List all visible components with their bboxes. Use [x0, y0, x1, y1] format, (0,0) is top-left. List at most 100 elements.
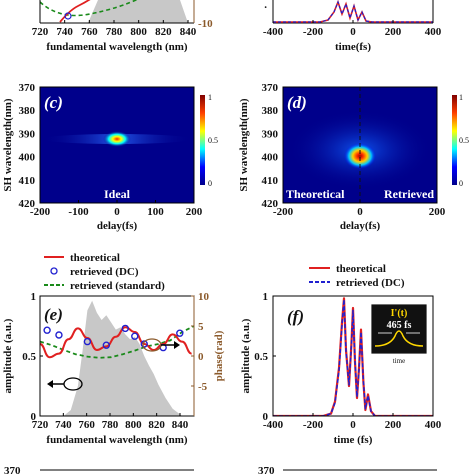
panel-d-colorbar	[452, 95, 457, 185]
panel-e-standard-line	[40, 325, 194, 359]
panel-c-xlabel: delay(fs)	[97, 220, 138, 232]
panel-c-ylabel: SH wavelength(nm)	[2, 98, 14, 192]
panel-c-ytick-1: 380	[19, 105, 36, 117]
panel-f-xtick-4: 400	[425, 419, 442, 431]
bottom-right-tick: 370	[258, 465, 275, 474]
panel-f-ytick-2: 1	[263, 291, 269, 303]
panel-f-legend: theoretical retrieved (DC)	[309, 263, 405, 289]
panel-b-xtick-0: -400	[263, 26, 284, 38]
panel-b-pulse-curve	[273, 0, 433, 23]
panel-f-retrieved-dc-line	[273, 298, 433, 416]
panel-c-xtick-0: -200	[30, 206, 51, 218]
panel-b-xtick-2: 0	[350, 26, 356, 38]
panel-d-xtick-0: -200	[273, 206, 294, 218]
panel-c-cb-min: 0	[208, 179, 212, 188]
panel-c-yticks: 370 380 390 400 410 420	[19, 82, 36, 210]
panel-d-caption-left: Theoretical	[286, 187, 345, 201]
panel-a-retrieved-point	[64, 12, 72, 20]
panel-c-colorbar	[200, 95, 205, 185]
panel-e-left-axis-arrow	[47, 377, 83, 391]
panel-d-ytick-5: 420	[262, 198, 279, 210]
panel-e-xtick-6: 840	[172, 419, 189, 431]
bottom-panels: 370 370	[4, 465, 437, 474]
panel-d-xtick-1: 0	[357, 206, 363, 218]
panel-d-cb-mid: 0.5	[459, 136, 469, 145]
panel-b-xlabel: time(fs)	[335, 41, 371, 53]
panel-d-ytick-2: 390	[262, 128, 279, 140]
panel-e-xtick-1: 740	[55, 419, 72, 431]
panel-c-xtick-1: -100	[68, 206, 89, 218]
panel-e-xtick-0: 720	[32, 419, 49, 431]
panel-b-retrieved-curve	[273, 0, 433, 23]
panel-e-retrieved-dc-point	[131, 332, 139, 340]
panel-a-xtick-3: 780	[106, 26, 123, 38]
panel-f-xlabel: time (fs)	[334, 434, 373, 446]
panel-e-legend-theoretical: theoretical	[70, 252, 120, 264]
panel-d-ytick-1: 380	[262, 105, 279, 117]
panel-d-yticks: 370 380 390 400 410 420	[262, 82, 279, 210]
panel-f-xtick-2: 0	[350, 419, 356, 431]
panel-e-right-axis-arrow	[142, 338, 180, 352]
panel-d-label: (d)	[287, 93, 307, 112]
panel-e-y2tick-2: 0	[198, 351, 204, 363]
panel-c-caption: Ideal	[104, 187, 131, 201]
panel-d-ytick-4: 410	[262, 175, 279, 187]
panel-e-xtick-5: 820	[148, 419, 165, 431]
panel-e-plot	[40, 300, 194, 416]
panel-e-legend-retrieved-dc: retrieved (DC)	[70, 266, 139, 278]
panel-f-yticks: 00.51	[254, 291, 276, 423]
panel-a-xtick-5: 820	[155, 26, 172, 38]
panel-f-plot	[273, 297, 433, 416]
panel-f-ylabel: amplitude (a.u.)	[240, 318, 252, 393]
panel-e-ylabel-right: phase(rad)	[213, 330, 225, 381]
panel-e-xtick-3: 780	[102, 419, 119, 431]
panel-e-ytick-0: 0	[31, 411, 37, 423]
panel-c-ytick-5: 420	[19, 198, 36, 210]
panel-e-y2tick-0: 10	[198, 291, 210, 303]
panel-f: theoretical retrieved (DC) (f) I'(t) 465…	[240, 263, 442, 446]
panel-e-ylabel-left: amplitude (a.u.)	[2, 318, 14, 393]
panel-d-ylabel: SH wavelength(nm)	[238, 98, 250, 192]
panel-f-xticks: -400 -200 0 200 400	[263, 413, 442, 431]
panel-f-inset-xlabel: time	[393, 357, 405, 365]
panel-d-cb-min: 0	[459, 179, 463, 188]
panel-a-spectrum-fill	[40, 0, 188, 23]
panel-e-xticks: 720 740 760 780 800 820 840	[32, 413, 189, 431]
panel-a-xticks: 720 740 760 780 800 820 840	[32, 20, 197, 38]
panel-e-spectrum-area	[40, 300, 194, 416]
panel-f-ytick-0: 0	[263, 411, 269, 423]
panel-f-xtick-3: 200	[385, 419, 402, 431]
panel-c-ytick-2: 390	[19, 128, 36, 140]
panel-e-y2tick-1: 5	[198, 321, 204, 333]
panel-f-inset-curve	[374, 330, 424, 347]
panel-e-ytick-2: 1	[31, 291, 37, 303]
panel-e-xtick-2: 760	[78, 419, 95, 431]
panel-a-theoretical-curve	[59, 0, 91, 23]
panel-e-retrieved-dc-point	[83, 337, 92, 346]
panel-c-label: (c)	[44, 93, 63, 112]
panel-c-peak	[103, 131, 131, 147]
panel-f-legend-theoretical: theoretical	[336, 263, 386, 275]
panel-a-right-tick: -10	[198, 18, 213, 30]
panel-d-caption-right: Retrieved	[384, 187, 434, 201]
panel-e-y2tick-3: -5	[198, 381, 208, 393]
panel-e-retrieved-dc-point	[140, 340, 148, 348]
panel-a-xtick-0: 720	[32, 26, 49, 38]
panel-d-cb-max: 1	[459, 93, 463, 102]
panel-e-retrieved-dc-point	[43, 326, 51, 334]
panel-e-legend: theoretical retrieved (DC) retrieved (st…	[44, 252, 165, 292]
panel-d: (d) Theoretical Retrieved 370 380 390 400 41…	[238, 82, 469, 232]
panel-e-theoretical-line	[40, 326, 192, 359]
panel-b-xtick-3: 200	[385, 26, 402, 38]
panel-f-xtick-1: -200	[303, 419, 324, 431]
panel-e-ytick-1: 0.5	[22, 351, 36, 363]
panel-a-standard-curve	[40, 0, 138, 17]
panel-b-xtick-1: -200	[303, 26, 324, 38]
panel-d-ytick-0: 370	[262, 82, 279, 94]
panel-a: -10 720 740 760 780 800 820 840 fundamental wa…	[32, 0, 213, 53]
panel-b: . -400 -200 0 200 400 time(fs)	[263, 0, 442, 53]
panel-e-yticks-left: 00.51	[22, 291, 43, 423]
panel-a-xtick-1: 740	[56, 26, 73, 38]
panel-f-label: (f)	[287, 307, 304, 326]
panel-c-cb-mid: 0.5	[208, 136, 218, 145]
